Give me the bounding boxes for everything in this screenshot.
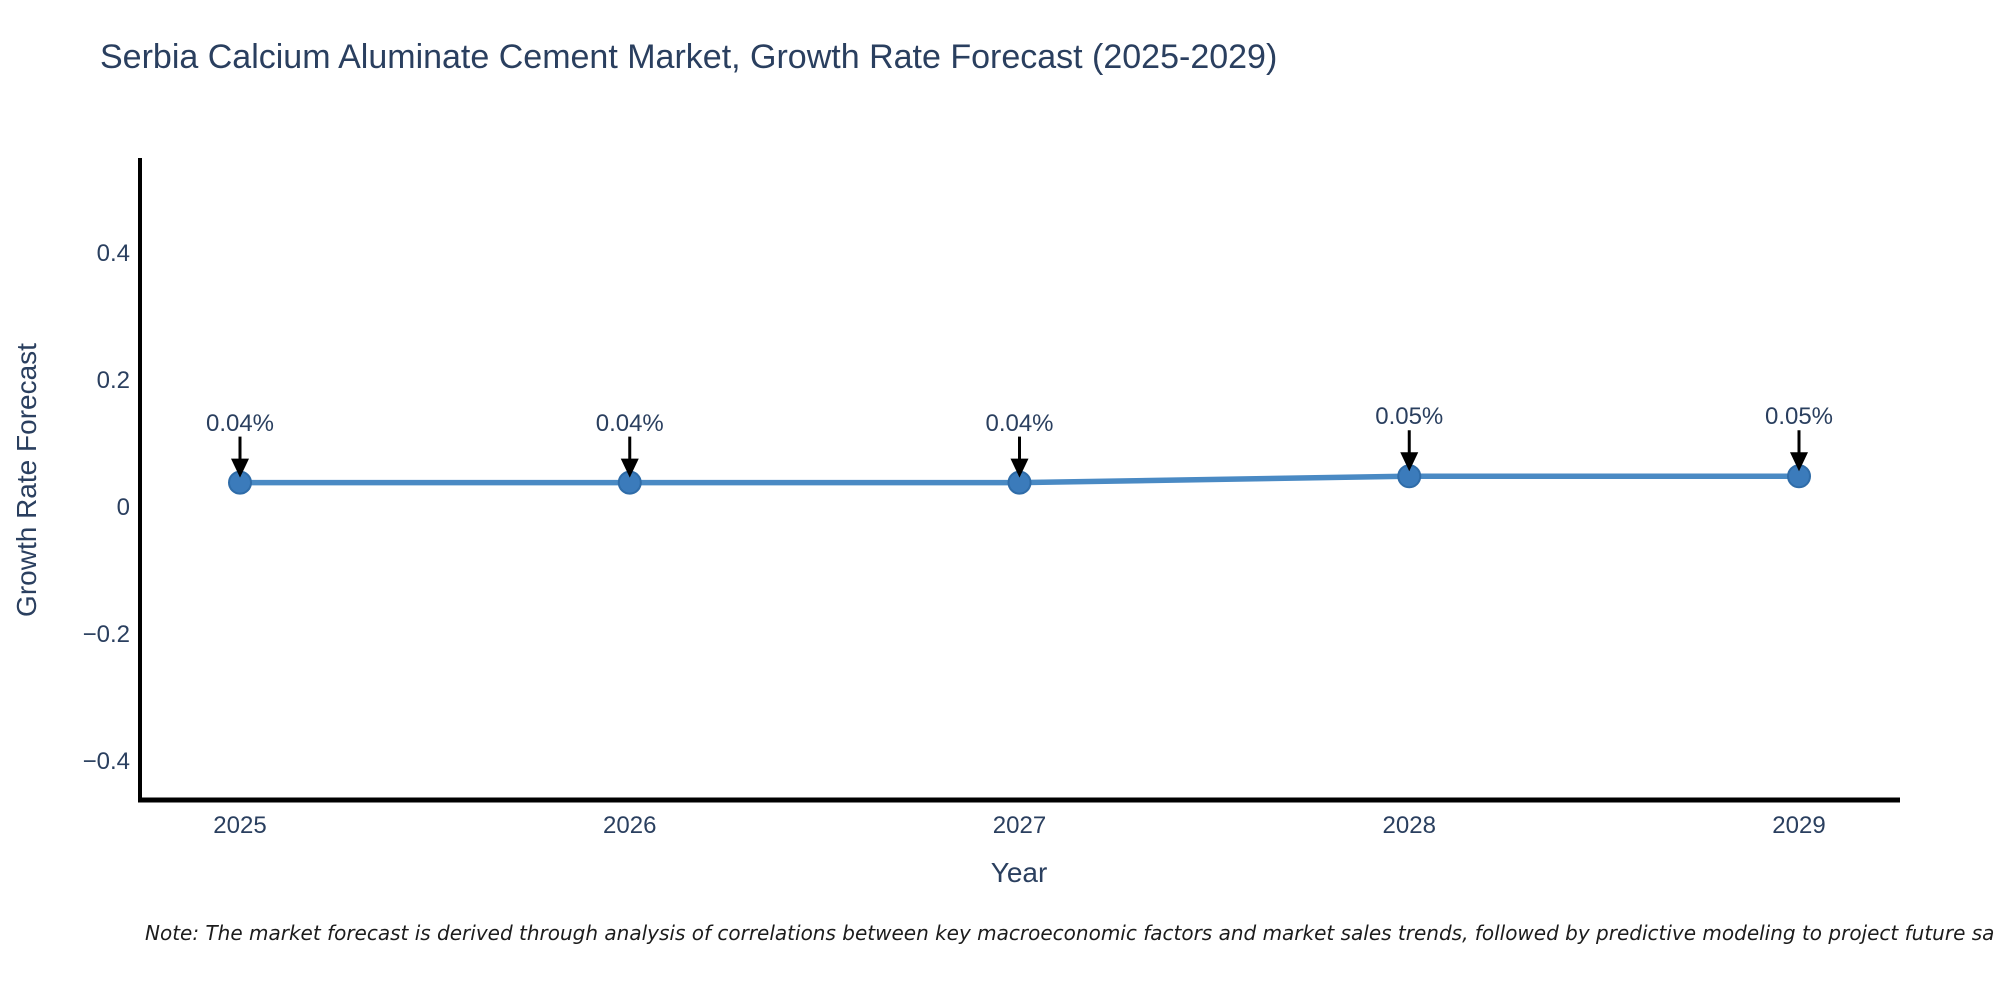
x-axis-title: Year: [990, 857, 1048, 888]
annotation-arrowhead-icon: [231, 458, 249, 478]
y-tick-label: 0: [116, 494, 130, 521]
annotation-arrowhead-icon: [1790, 452, 1808, 472]
annotation-arrowhead-icon: [1400, 452, 1419, 472]
y-tick-label: 0.2: [96, 367, 130, 394]
y-tick-label: −0.4: [82, 748, 130, 775]
y-tick-label: −0.2: [82, 621, 130, 648]
data-point-label: 0.04%: [595, 409, 664, 437]
y-tick-label: 0.4: [96, 240, 130, 267]
annotation-arrowhead-icon: [620, 458, 639, 478]
data-point-label: 0.05%: [1764, 403, 1834, 431]
annotation-arrowhead-icon: [1010, 458, 1029, 478]
x-tick-label: 2029: [1772, 812, 1826, 839]
x-tick-label: 2025: [213, 812, 267, 839]
chart-title: Serbia Calcium Aluminate Cement Market, …: [100, 38, 1278, 76]
x-tick-label: 2027: [992, 812, 1047, 839]
data-point-label: 0.04%: [205, 409, 275, 437]
x-tick-label: 2026: [603, 812, 657, 839]
data-point-label: 0.05%: [1375, 403, 1444, 431]
data-point-label: 0.04%: [985, 409, 1054, 437]
footnote: Note: The market forecast is derived thr…: [145, 921, 1995, 945]
x-tick-label: 2028: [1382, 812, 1436, 839]
